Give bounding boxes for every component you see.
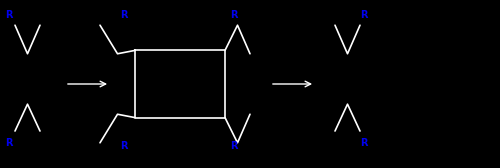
Text: R: R <box>5 138 12 148</box>
Text: R: R <box>230 141 237 151</box>
Text: R: R <box>360 10 368 20</box>
Text: R: R <box>120 10 128 20</box>
Text: R: R <box>230 10 237 20</box>
Text: R: R <box>5 10 12 20</box>
Text: R: R <box>360 138 368 148</box>
Text: R: R <box>120 141 128 151</box>
